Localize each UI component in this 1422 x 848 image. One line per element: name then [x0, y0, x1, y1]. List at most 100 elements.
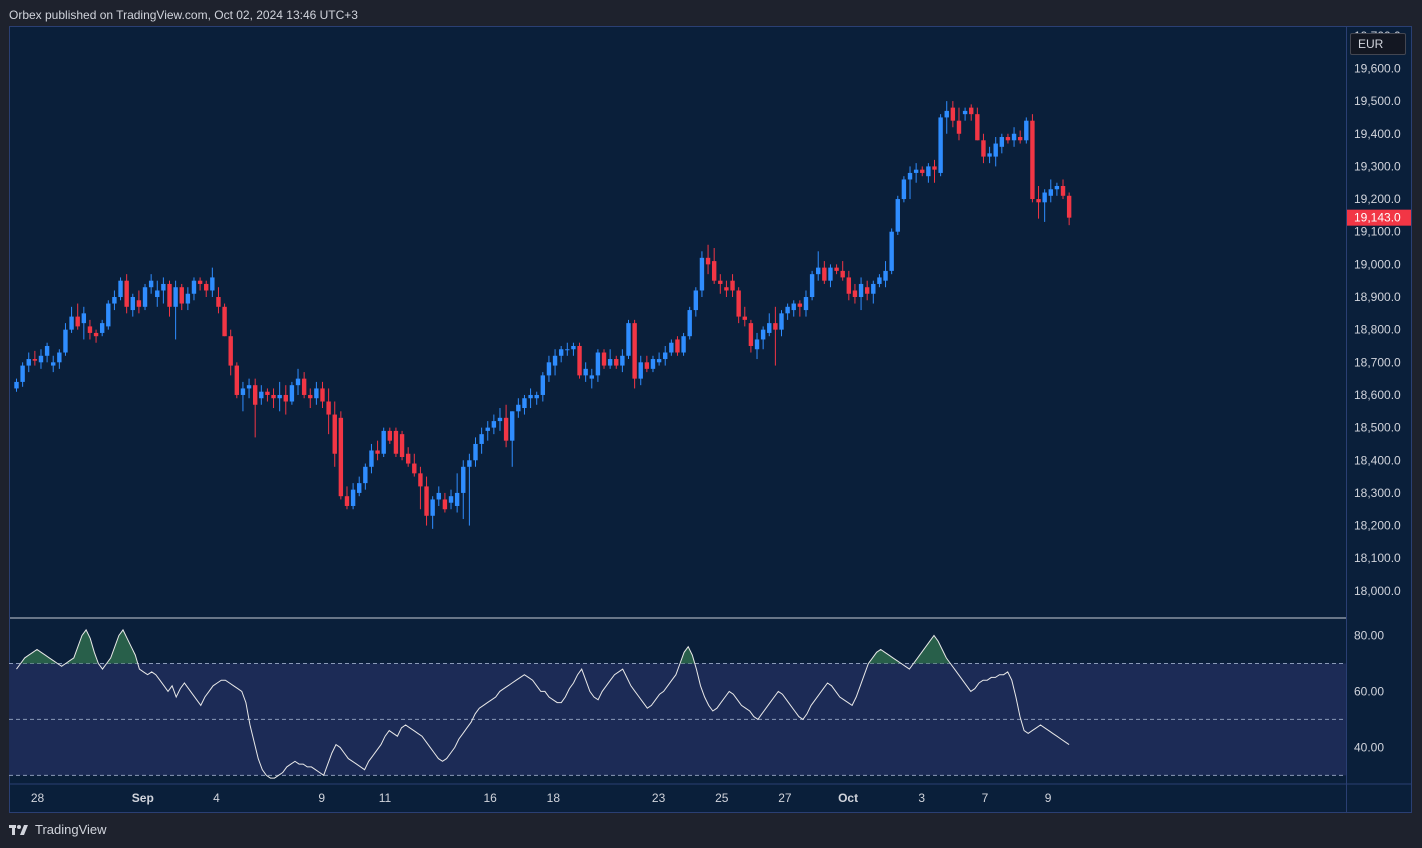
price-tick-label: 19,500.0 [1354, 94, 1401, 108]
candle-body [191, 280, 197, 294]
candle-body [577, 345, 582, 376]
candle-body [167, 283, 172, 307]
candle-body [57, 352, 62, 363]
candle-body [711, 261, 717, 281]
price-tick-label: 19,200.0 [1354, 192, 1401, 206]
price-tick-label: 19,400.0 [1354, 127, 1401, 141]
candle-body [650, 359, 656, 369]
candle-body [705, 257, 711, 265]
candle-body [461, 466, 466, 493]
candle-body [632, 323, 637, 379]
price-tick-label: 18,900.0 [1354, 290, 1401, 304]
rsi-line [16, 628, 1070, 779]
candle-body [240, 388, 246, 395]
candle-body [418, 473, 423, 487]
candle-body [546, 362, 552, 376]
candle-body [87, 326, 93, 333]
candle-body [773, 323, 778, 330]
candle-body [44, 345, 50, 356]
candle-body [222, 306, 227, 337]
candle-body [69, 316, 74, 330]
price-tick-label: 19,000.0 [1354, 257, 1401, 271]
chart-svg[interactable]: 18,000.0 18,100.0 18,200.0 18,300.0 18,400.0… [9, 26, 1412, 813]
candle-body [669, 342, 674, 353]
currency-button[interactable]: EUR [1350, 33, 1406, 55]
footer-brand[interactable]: TradingView [9, 822, 107, 837]
candle-body [601, 352, 607, 366]
candle-body [926, 166, 931, 177]
rsi-tick-label: 80.00 [1354, 629, 1384, 643]
candle-body [522, 398, 527, 409]
candle-body [14, 381, 19, 389]
footer-brand-label: TradingView [35, 822, 107, 837]
candle-body [932, 166, 937, 170]
candle-body [620, 355, 625, 366]
candle-body [332, 414, 337, 454]
candle-body [864, 287, 870, 294]
candle-body [938, 117, 943, 173]
candle-body [987, 153, 992, 157]
price-tick-label: 19,300.0 [1354, 159, 1401, 173]
candle-body [552, 355, 558, 366]
candle-body [901, 179, 907, 200]
price-tick-label: 18,000.0 [1354, 584, 1401, 598]
candle-body [1048, 189, 1053, 196]
candle-body [99, 323, 105, 333]
candle-body [975, 114, 980, 141]
rsi-overbought-fill [16, 629, 1070, 664]
candle-body [907, 172, 913, 180]
candle-body [528, 394, 533, 399]
candle-body [877, 277, 882, 284]
chart-frame[interactable]: 18,000.0 18,100.0 18,200.0 18,300.0 18,400.0… [9, 26, 1412, 813]
candle-body [442, 499, 448, 510]
candle-body [252, 385, 258, 405]
candle-body [748, 323, 754, 346]
time-tick-label: 25 [715, 791, 729, 805]
candle-body [283, 394, 288, 402]
time-tick-label: 4 [213, 791, 220, 805]
candle-body [363, 466, 368, 484]
time-tick-label: 27 [778, 791, 792, 805]
candle-body [871, 283, 876, 294]
last-price-label: 19,143.0 [1354, 211, 1401, 225]
price-tick-label: 18,500.0 [1354, 421, 1401, 435]
time-tick-label: 9 [1045, 791, 1052, 805]
candle-body [589, 375, 594, 379]
candle-body [326, 401, 331, 415]
last-price-badge [1347, 209, 1411, 226]
candle-body [742, 316, 747, 320]
candle-body [834, 267, 839, 271]
candle-body [75, 316, 80, 327]
candle-body [155, 290, 160, 298]
candle-body [913, 169, 919, 173]
candle-body [51, 362, 56, 366]
candle-body [993, 143, 998, 157]
candle-body [26, 359, 31, 366]
candle-body [357, 483, 362, 493]
candle-body [399, 434, 405, 458]
candle-body [289, 385, 295, 402]
rsi-tick-label: 60.00 [1354, 684, 1384, 698]
candle-body [485, 427, 490, 431]
candle-body [1054, 185, 1060, 190]
candle-body [448, 496, 454, 503]
candle-body [1042, 192, 1047, 203]
candle-body [38, 355, 44, 363]
candle-body [142, 287, 148, 307]
candle-body [571, 345, 576, 350]
price-tick-label: 18,700.0 [1354, 355, 1401, 369]
time-tick-label: 11 [379, 791, 392, 805]
candle-body [295, 378, 301, 386]
candle-body [565, 349, 570, 351]
candle-body [797, 303, 803, 307]
candle-body [1011, 133, 1017, 141]
candle-body [467, 460, 472, 467]
time-tick-label: 16 [484, 791, 498, 805]
price-tick-label: 18,600.0 [1354, 388, 1401, 402]
candle-body [969, 107, 974, 115]
candle-body [895, 199, 900, 232]
price-tick-label: 18,100.0 [1354, 551, 1401, 565]
candle-body [852, 290, 858, 298]
candle-body [185, 293, 191, 304]
candle-body [840, 270, 845, 278]
